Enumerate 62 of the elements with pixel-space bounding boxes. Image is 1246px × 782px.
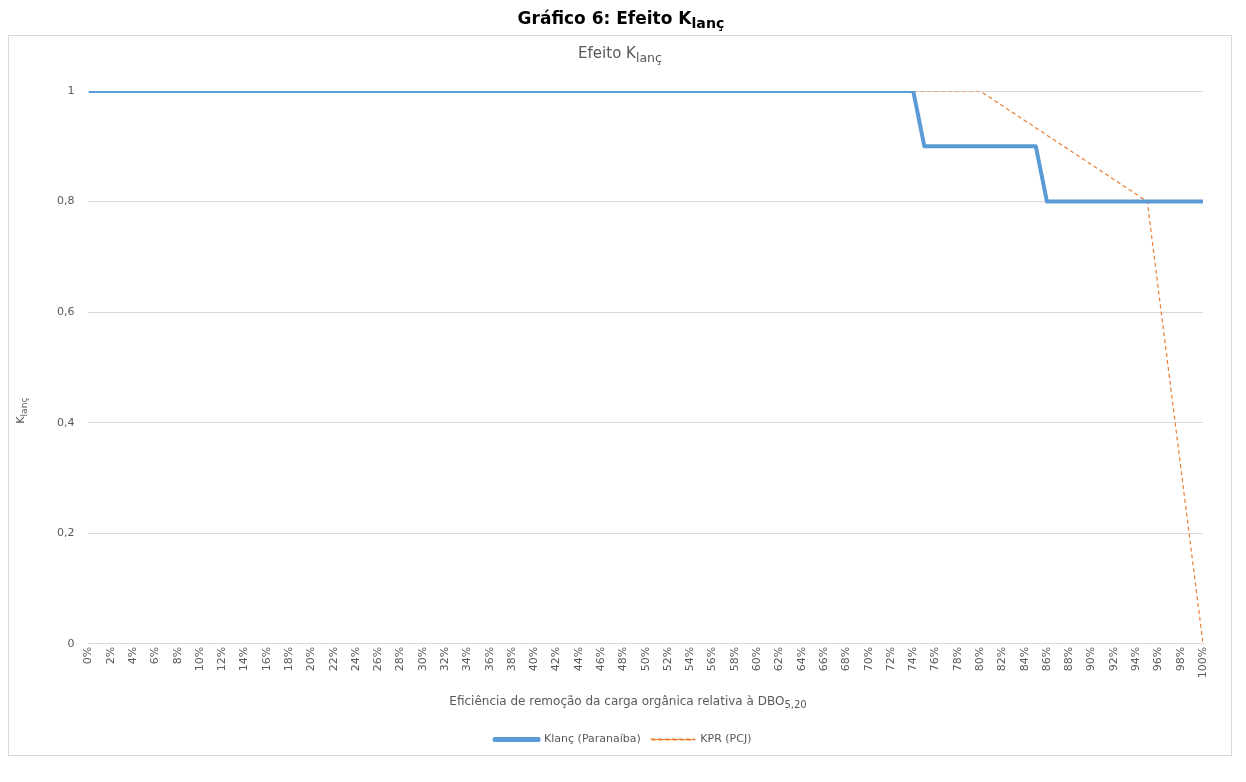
x-tick-label: 34%: [460, 647, 474, 672]
y-tick-label: 1: [67, 84, 75, 98]
x-tick-label: 4%: [125, 647, 139, 665]
x-tick-label: 0%: [81, 647, 95, 665]
x-tick-label: 74%: [906, 647, 920, 672]
x-tick-label: 16%: [259, 647, 273, 672]
x-tick-label: 66%: [816, 647, 830, 672]
x-tick-label: 12%: [215, 647, 229, 672]
x-tick-label: 86%: [1039, 647, 1053, 672]
x-tick-label: 28%: [393, 647, 407, 672]
chart-subtitle: Efeito K$_{lanç}$: [577, 44, 663, 66]
x-tick-label: 98%: [1173, 647, 1187, 672]
x-tick-label: 82%: [995, 647, 1009, 672]
x-tick-label: 90%: [1084, 647, 1098, 672]
x-tick-label: 32%: [438, 647, 451, 672]
x-tick-label: 78%: [950, 647, 964, 672]
x-tick-label: 80%: [972, 647, 986, 672]
x-tick-label: 52%: [660, 647, 674, 672]
x-tick-label: 70%: [861, 647, 875, 672]
x-tick-label: 38%: [504, 647, 518, 672]
x-tick-label: 26%: [371, 647, 385, 672]
x-tick-label: 22%: [326, 647, 340, 672]
x-tick-label: 2%: [103, 647, 117, 665]
x-tick-label: 8%: [170, 647, 184, 665]
x-tick-label: 60%: [750, 647, 764, 672]
x-tick-label: 48%: [616, 647, 630, 672]
x-tick-label: 94%: [1128, 647, 1142, 672]
y-tick-label: 0,4: [56, 415, 75, 429]
x-tick-label: 68%: [839, 647, 853, 672]
legend-label: KPR (PCJ): [700, 732, 752, 746]
x-tick-label: 50%: [638, 647, 652, 672]
x-tick-label: 72%: [883, 647, 897, 672]
x-tick-label: 64%: [794, 647, 808, 672]
x-tick-label: 20%: [304, 647, 318, 672]
y-tick-label: 0: [67, 637, 75, 650]
y-tick-label: 0,8: [56, 194, 75, 208]
x-tick-label: 44%: [571, 647, 585, 672]
x-axis-title: Eficiência de remoção da carga orgânica relativa à DBO$_{5,20}$: [448, 694, 808, 711]
x-tick-label: 88%: [1062, 647, 1076, 672]
x-tick-label: 84%: [1017, 647, 1031, 672]
x-tick-label: 76%: [928, 647, 942, 672]
x-tick-label: 96%: [1151, 647, 1165, 672]
x-tick-label: 62%: [772, 647, 786, 672]
x-tick-label: 58%: [727, 647, 741, 672]
y-tick-label: 0,2: [56, 526, 75, 540]
x-tick-label: 100%: [1195, 647, 1209, 679]
x-tick-label: 46%: [594, 647, 608, 672]
x-tick-label: 10%: [192, 647, 206, 672]
x-tick-label: 14%: [237, 647, 251, 672]
x-tick-label: 6%: [148, 647, 162, 665]
x-tick-label: 56%: [705, 647, 719, 672]
x-tick-label: 54%: [683, 647, 697, 672]
x-tick-label: 42%: [549, 647, 563, 672]
x-tick-label: 36%: [482, 647, 496, 672]
legend-label: Klanç (Paranaíba): [544, 732, 641, 746]
x-tick-label: 24%: [348, 647, 362, 672]
chart-title: Gráfico 6: Efeito K$_{lanç}$: [516, 8, 726, 32]
y-tick-label: 0,6: [56, 305, 75, 319]
x-tick-label: 40%: [527, 647, 541, 672]
x-tick-label: 18%: [281, 647, 295, 672]
x-tick-label: 30%: [415, 647, 429, 672]
x-tick-label: 92%: [1106, 647, 1120, 672]
